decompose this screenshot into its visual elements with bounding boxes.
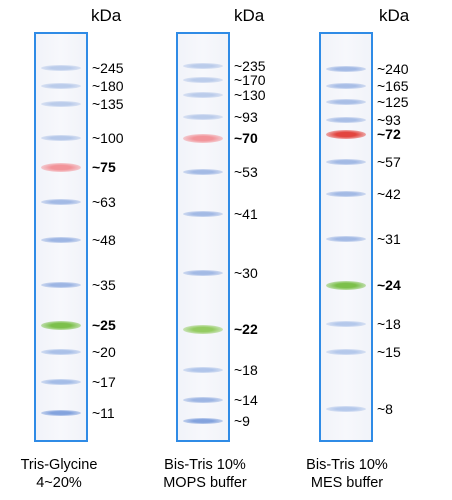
marker-band [41,379,81,385]
gel-lane [34,32,88,442]
caption-line: MES buffer [310,475,384,491]
unit-label: kDa [234,6,265,25]
marker-band [183,63,223,69]
lane-caption: Tris-Glycine 4~20% [14,456,104,492]
marker-band [326,83,366,89]
marker-band [41,410,81,416]
band-label: ~180 [92,78,124,94]
band-label: ~93 [234,109,258,125]
band-label: ~72 [377,126,401,142]
marker-band [326,236,366,242]
caption-line: Bis-Tris 10% [164,457,246,473]
band-label: ~15 [377,344,401,360]
band-label: ~18 [234,362,258,378]
band-label: ~53 [234,164,258,180]
marker-band [326,321,366,327]
caption-line: 4~20% [36,475,82,491]
marker-band [41,199,81,205]
band-label: ~14 [234,392,258,408]
band-label: ~240 [377,61,409,77]
marker-band [326,99,366,105]
band-label: ~18 [377,316,401,332]
band-label: ~75 [92,159,116,175]
band-label: ~48 [92,232,116,248]
marker-band [326,129,366,139]
marker-band [183,133,223,143]
band-label: ~170 [234,72,266,88]
band-label: ~125 [377,94,409,110]
unit-label: kDa [91,6,122,25]
marker-band [326,349,366,355]
marker-band [41,135,81,141]
marker-band [326,191,366,197]
ladder-tris-glycine: kDa Tris-Glycine 4~20% ~245 ~180 ~135 ~100 ~… [0,0,150,500]
marker-band [41,162,81,172]
band-label: ~100 [92,130,124,146]
band-label: ~235 [234,58,266,74]
band-label: ~24 [377,277,401,293]
marker-band [41,101,81,107]
marker-band [41,65,81,71]
caption-line: Bis-Tris 10% [306,457,388,473]
band-label: ~35 [92,277,116,293]
caption-line: Tris-Glycine [20,457,98,473]
band-label: ~245 [92,60,124,76]
band-label: ~20 [92,344,116,360]
band-label: ~17 [92,374,116,390]
lane-caption: Bis-Tris 10% MES buffer [297,456,397,492]
marker-band [41,349,81,355]
band-label: ~42 [377,186,401,202]
band-label: ~57 [377,154,401,170]
ladder-bis-tris-mops: kDa Bis-Tris 10% MOPS buffer ~235 ~170 ~13… [155,6,266,492]
marker-band [326,159,366,165]
marker-band [183,418,223,424]
marker-band [183,77,223,83]
marker-band [183,270,223,276]
band-label: ~130 [234,87,266,103]
band-label: ~9 [234,413,250,429]
marker-band [183,397,223,403]
marker-band [183,367,223,373]
gel-lane [176,32,230,442]
marker-band [41,237,81,243]
marker-band [183,211,223,217]
caption-line: MOPS buffer [163,475,247,491]
marker-band [183,114,223,120]
unit-label: kDa [379,6,410,25]
band-label: ~30 [234,265,258,281]
marker-band [326,280,366,290]
marker-band [326,117,366,123]
band-label: ~41 [234,206,258,222]
lane-caption: Bis-Tris 10% MOPS buffer [155,456,255,492]
marker-band [41,83,81,89]
marker-band [326,66,366,72]
band-label: ~165 [377,78,409,94]
gel-lane [319,32,373,442]
marker-band [41,282,81,288]
band-label: ~135 [92,96,124,112]
band-label: ~93 [377,112,401,128]
marker-band [326,406,366,412]
marker-band [183,92,223,98]
band-label: ~11 [92,405,115,421]
marker-band [183,169,223,175]
band-label: ~70 [234,130,258,146]
band-label: ~25 [92,317,116,333]
band-label: ~31 [377,231,401,247]
marker-band [41,320,81,330]
band-label: ~63 [92,194,116,210]
band-label: ~22 [234,321,258,337]
band-label: ~8 [377,401,393,417]
marker-band [183,324,223,334]
